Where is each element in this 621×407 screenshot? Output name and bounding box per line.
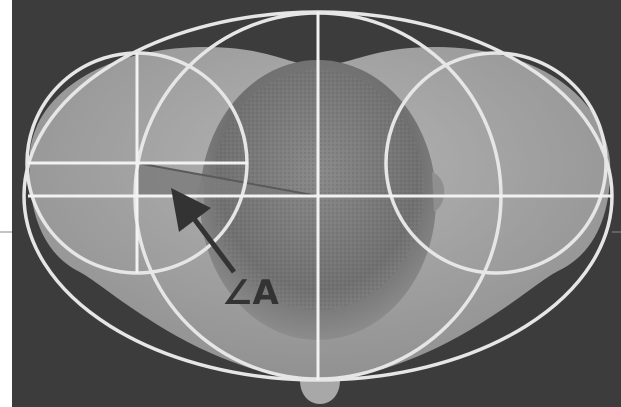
chin-shape (300, 380, 340, 404)
right-shoulder-circle (384, 51, 608, 275)
guide-lines (28, 12, 612, 380)
angle-a-hypotenuse (136, 162, 319, 197)
right-ear (432, 172, 445, 212)
angle-a-label: ∠A (222, 273, 279, 313)
angle-arrow (171, 188, 236, 274)
